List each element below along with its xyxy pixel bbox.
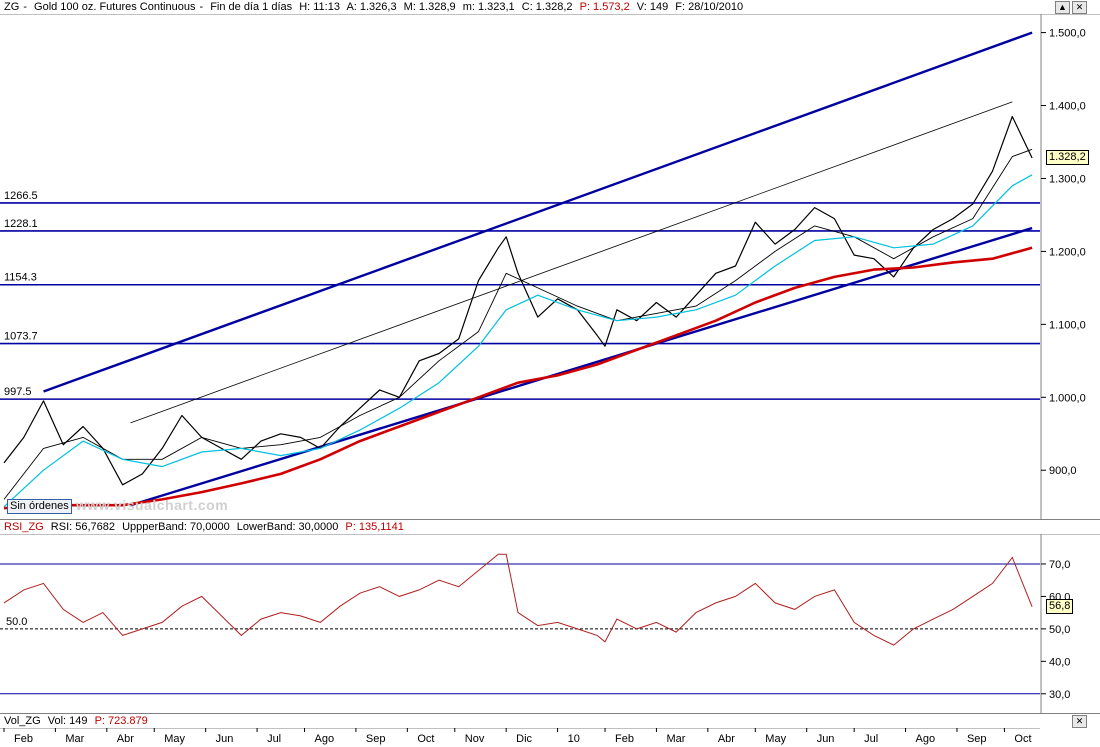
x-tick-label: Ago	[315, 733, 335, 745]
header-close: C: 1.328,2	[521, 1, 573, 13]
x-tick-label: Oct	[1014, 733, 1031, 745]
price-y-tick-label: 900,0	[1049, 465, 1077, 477]
level-label: 997.5	[4, 386, 32, 398]
x-tick-label: Mar	[666, 733, 685, 745]
upper-channel-line	[43, 31, 1033, 393]
price-panel: ZG - Gold 100 oz. Futures Continuous - Fin…	[0, 0, 1100, 520]
price-y-tick-label: 1.100,0	[1049, 319, 1086, 331]
rsi-header-text: RSI_ZG RSI: 56,7682 UppperBand: 70,0000 …	[4, 521, 408, 533]
level-label: 1154.3	[4, 272, 37, 284]
x-tick-label: Jun	[216, 733, 234, 745]
rsi-header-value: RSI: 56,7682	[50, 521, 116, 533]
vol-header-name: Vol_ZG	[4, 715, 41, 727]
level-label: 1228.1	[4, 218, 38, 230]
price-chart: 900,0 1.000,0 1.100,0 1.200,0 1.300,0 1.400,0…	[0, 14, 1086, 519]
x-tick-label: Sep	[366, 733, 386, 745]
rsi-y-tick-label: 70,0	[1049, 559, 1070, 571]
volume-panel: Vol_ZG Vol: 149 P: 723.879 ✕ Feb Mar Abr Ma…	[0, 714, 1100, 747]
moving-average-fast-line	[3, 148, 1033, 500]
level-label: 1266.5	[4, 190, 38, 202]
rsi-panel: RSI_ZG RSI: 56,7682 UppperBand: 70,0000 …	[0, 520, 1100, 714]
x-tick-label: 10	[568, 733, 580, 745]
x-tick-label: Feb	[14, 733, 33, 745]
price-y-tick-label: 1.000,0	[1049, 392, 1086, 404]
last-price-label: 1.328,2	[1046, 150, 1089, 166]
rsi-line	[3, 553, 1033, 646]
header-instrument: Gold 100 oz. Futures Continuous	[34, 1, 196, 13]
header-timeframe: Fin de día 1 días	[210, 1, 293, 13]
rsi-chart: 30,040,050,060,070,0	[0, 534, 1070, 713]
moving-average-slow-line	[3, 246, 1033, 510]
price-y-tick-label: 1.200,0	[1049, 246, 1086, 258]
x-tick-label: Dic	[516, 733, 532, 745]
close-icon[interactable]: ✕	[1072, 1, 1087, 14]
rsi-mid-label: 50.0	[6, 616, 28, 628]
close-line	[3, 115, 1033, 486]
price-panel-header: ZG - Gold 100 oz. Futures Continuous - Fin…	[0, 0, 1100, 15]
vol-header-value: Vol: 149	[47, 715, 88, 727]
x-tick-label: Ago	[916, 733, 936, 745]
x-axis: Feb Mar Abr May Jun Jul Ago Sep Oct Nov Dic 10 Feb Ma…	[0, 728, 1040, 745]
x-tick-label: Feb	[615, 733, 634, 745]
rsi-last-label: 56,8	[1046, 598, 1074, 614]
x-tick-label: May	[765, 733, 786, 745]
price-y-tick-label: 1.400,0	[1049, 101, 1086, 113]
vol-header-p: P: 723.879	[94, 715, 148, 727]
x-tick-label: Sep	[967, 733, 987, 745]
volume-header-text: Vol_ZG Vol: 149 P: 723.879	[4, 715, 152, 727]
header-open: A: 1.326,3	[346, 1, 397, 13]
lower-channel-line	[130, 226, 1033, 507]
moving-average-mid-line	[3, 174, 1033, 508]
header-symbol: ZG	[4, 1, 20, 13]
header-high: H: 11:13	[299, 1, 340, 13]
rsi-y-tick-label: 40,0	[1049, 656, 1070, 668]
rsi-header-lower: LowerBand: 30,0000	[236, 521, 339, 533]
rsi-header-name: RSI_ZG	[4, 521, 44, 533]
header-v: V: 149	[636, 1, 669, 13]
price-y-tick-label: 1.500,0	[1049, 28, 1086, 40]
watermark: www.visualchart.com	[76, 497, 229, 513]
rsi-header-upper: UppperBand: 70,0000	[122, 521, 230, 533]
close-volume-icon[interactable]: ✕	[1072, 715, 1087, 728]
x-tick-label: May	[164, 733, 185, 745]
price-y-tick-label: 1.300,0	[1049, 173, 1086, 185]
level-label: 1073.7	[4, 331, 38, 343]
orders-button[interactable]: Sin órdenes	[7, 499, 72, 514]
rsi-panel-header: RSI_ZG RSI: 56,7682 UppperBand: 70,0000 …	[0, 520, 1100, 535]
header-p: P: 1.573,2	[579, 1, 630, 13]
x-tick-label: Oct	[417, 733, 434, 745]
mid-channel-line	[130, 101, 1013, 424]
header-max: M: 1.328,9	[403, 1, 456, 13]
header-min: m: 1.323,1	[462, 1, 515, 13]
x-tick-label: Nov	[465, 733, 485, 745]
rsi-header-p: P: 135,1141	[345, 521, 404, 533]
x-tick-label: Mar	[65, 733, 84, 745]
x-tick-label: Jul	[864, 733, 878, 745]
x-tick-label: Abr	[718, 733, 735, 745]
x-tick-label: Abr	[117, 733, 134, 745]
price-header-text: ZG - Gold 100 oz. Futures Continuous - Fin…	[4, 1, 744, 13]
x-tick-label: Jul	[267, 733, 281, 745]
scroll-up-icon[interactable]: ▲	[1055, 1, 1070, 14]
volume-panel-header: Vol_ZG Vol: 149 P: 723.879 ✕	[0, 714, 1100, 728]
rsi-y-tick-label: 50,0	[1049, 624, 1070, 636]
x-tick-label: Jun	[817, 733, 835, 745]
rsi-y-tick-label: 30,0	[1049, 689, 1070, 701]
header-date: F: 28/10/2010	[675, 1, 744, 13]
